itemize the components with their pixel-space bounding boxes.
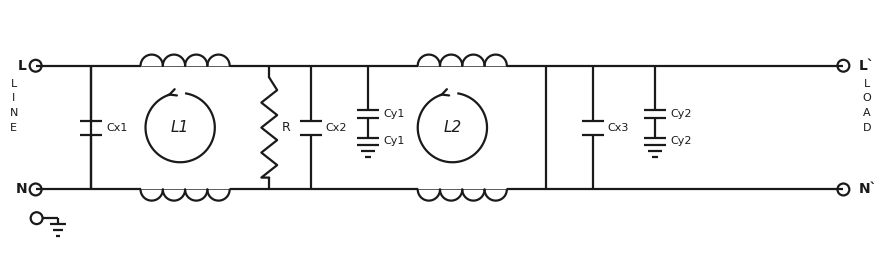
Text: Cy2: Cy2 (670, 109, 691, 119)
Text: D: D (863, 123, 872, 133)
Text: A: A (864, 108, 871, 118)
Text: L: L (11, 79, 17, 89)
Text: N: N (16, 183, 27, 196)
Text: Cx2: Cx2 (325, 123, 347, 133)
Text: L: L (18, 59, 27, 73)
Text: L: L (864, 79, 870, 89)
Text: Cy2: Cy2 (670, 136, 691, 147)
Text: Cx3: Cx3 (608, 123, 629, 133)
Text: E: E (11, 123, 18, 133)
Text: O: O (863, 94, 872, 103)
Text: R: R (282, 121, 291, 134)
Text: N: N (10, 108, 18, 118)
Text: L1: L1 (171, 120, 189, 135)
Text: L2: L2 (443, 120, 461, 135)
Text: N`: N` (859, 183, 878, 196)
Text: I: I (12, 94, 16, 103)
Text: L`: L` (859, 59, 875, 73)
Text: Cx1: Cx1 (106, 123, 127, 133)
Text: Cy1: Cy1 (383, 109, 405, 119)
Text: Cy1: Cy1 (383, 136, 405, 147)
